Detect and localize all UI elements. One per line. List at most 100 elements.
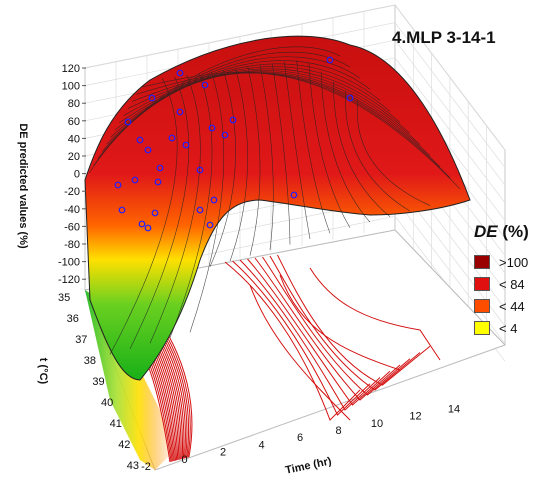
y-tick-label: 35 <box>58 292 70 304</box>
chart-title: 4.MLP 3-14-1 <box>392 28 496 47</box>
y-tick-label: 38 <box>84 355 96 367</box>
y-tick-label: 37 <box>75 334 87 346</box>
legend-label: < 44 <box>499 298 525 314</box>
mesh-line <box>209 69 236 267</box>
y-axis-label-prefix: t <box>37 357 50 362</box>
z-tick-label: 20 <box>68 151 80 163</box>
data-point-markers <box>114 56 354 232</box>
y-tick-label: 42 <box>118 439 130 451</box>
data-point-marker <box>182 141 190 149</box>
z-axis-label: DE predicted values (%) <box>17 123 29 249</box>
contour-line <box>247 258 391 406</box>
surface-body <box>84 35 471 381</box>
legend-item: >100 <box>474 252 544 272</box>
contour-line <box>249 284 351 421</box>
contour-line <box>254 257 401 401</box>
contour-line <box>277 254 431 386</box>
z-tick-label: 80 <box>68 98 80 110</box>
x-tick-label: 0 <box>181 454 187 466</box>
mesh-line <box>296 59 331 234</box>
data-point-marker <box>176 69 184 77</box>
y-tick-label: 41 <box>110 418 122 430</box>
z-tick-label: 40 <box>68 133 80 145</box>
z-tick-label: -40 <box>64 204 80 216</box>
mesh-line <box>320 72 371 223</box>
x-tick-label: 2 <box>220 447 226 459</box>
data-point-marker <box>326 56 334 64</box>
mesh-line <box>127 72 431 156</box>
contour-line <box>269 255 421 391</box>
data-point-marker <box>210 196 218 204</box>
z-tick-label: 120 <box>62 63 80 75</box>
mesh-line <box>140 72 461 190</box>
legend-label: < 4 <box>499 320 518 336</box>
contour-line <box>262 256 411 396</box>
z-tick-label: -80 <box>64 239 80 251</box>
mesh-line <box>189 71 225 333</box>
x-axis-ticks: -2 0 2 4 6 8 10 12 14 <box>141 403 460 473</box>
data-point-marker <box>196 166 204 174</box>
x-tick-label: 6 <box>297 432 303 444</box>
legend-title: DE (%) <box>474 222 544 242</box>
mesh-line <box>169 73 213 338</box>
x-tick-label: 14 <box>448 403 460 415</box>
mesh-line <box>132 72 441 167</box>
contour-line <box>224 261 361 421</box>
z-tick-label: -120 <box>58 274 80 286</box>
y-tick-label: 39 <box>92 376 104 388</box>
mesh-line <box>123 71 421 145</box>
data-point-marker <box>229 116 237 124</box>
data-point-marker <box>124 118 132 126</box>
mesh-line <box>247 66 261 256</box>
mesh-line <box>356 100 431 206</box>
legend-item: < 84 <box>474 274 544 294</box>
contour-line <box>279 274 401 371</box>
legend-label: >100 <box>499 254 529 270</box>
mesh-line <box>129 76 190 350</box>
legend-title-unit: (%) <box>502 222 529 241</box>
x-tick-label: 12 <box>409 411 421 423</box>
contour-line <box>232 260 371 416</box>
mesh-line <box>101 60 371 152</box>
mesh-line <box>114 68 401 131</box>
data-point-marker <box>118 206 126 214</box>
data-point-marker <box>168 134 176 142</box>
x-tick-label: 4 <box>258 439 264 451</box>
mesh-line <box>271 63 291 245</box>
data-point-marker <box>290 191 298 199</box>
data-point-marker <box>136 136 144 144</box>
z-tick-label: 100 <box>62 81 80 93</box>
mesh-line <box>333 81 391 217</box>
mesh-line <box>119 70 411 134</box>
data-point-marker <box>201 81 209 89</box>
y-tick-label: 36 <box>67 313 79 325</box>
legend: DE (%) >100 < 84 < 44 < 4 <box>474 222 544 340</box>
y-tick-label: 43 <box>127 460 139 472</box>
contour-line <box>239 259 381 411</box>
z-tick-label: 60 <box>68 116 80 128</box>
data-point-marker <box>206 221 214 229</box>
y-axis-ticks: 35 36 37 38 39 40 41 42 43 <box>58 292 139 472</box>
data-point-marker <box>176 108 184 116</box>
legend-swatch <box>474 277 490 291</box>
legend-item: < 4 <box>474 318 544 338</box>
z-axis-ticks: 120 100 80 60 40 20 0 -20 -40 -60 -80 -100 -120 <box>58 63 86 286</box>
mesh-line <box>229 68 248 262</box>
legend-label: < 84 <box>499 276 525 292</box>
x-tick-label: -2 <box>141 461 151 473</box>
mesh-line <box>284 61 311 239</box>
y-axis-label-unit: (°C) <box>37 364 50 385</box>
z-tick-label: -100 <box>58 257 80 269</box>
data-point-marker <box>131 176 139 184</box>
data-point-marker <box>114 181 122 189</box>
z-tick-label: -20 <box>64 186 80 198</box>
data-point-marker <box>208 124 216 132</box>
z-tick-label: 0 <box>74 169 80 181</box>
mesh-line <box>259 64 274 251</box>
legend-swatch <box>474 255 490 269</box>
mesh-line <box>106 63 381 145</box>
data-point-marker <box>156 164 164 172</box>
data-point-marker <box>221 131 229 139</box>
surface-mesh <box>84 35 471 381</box>
